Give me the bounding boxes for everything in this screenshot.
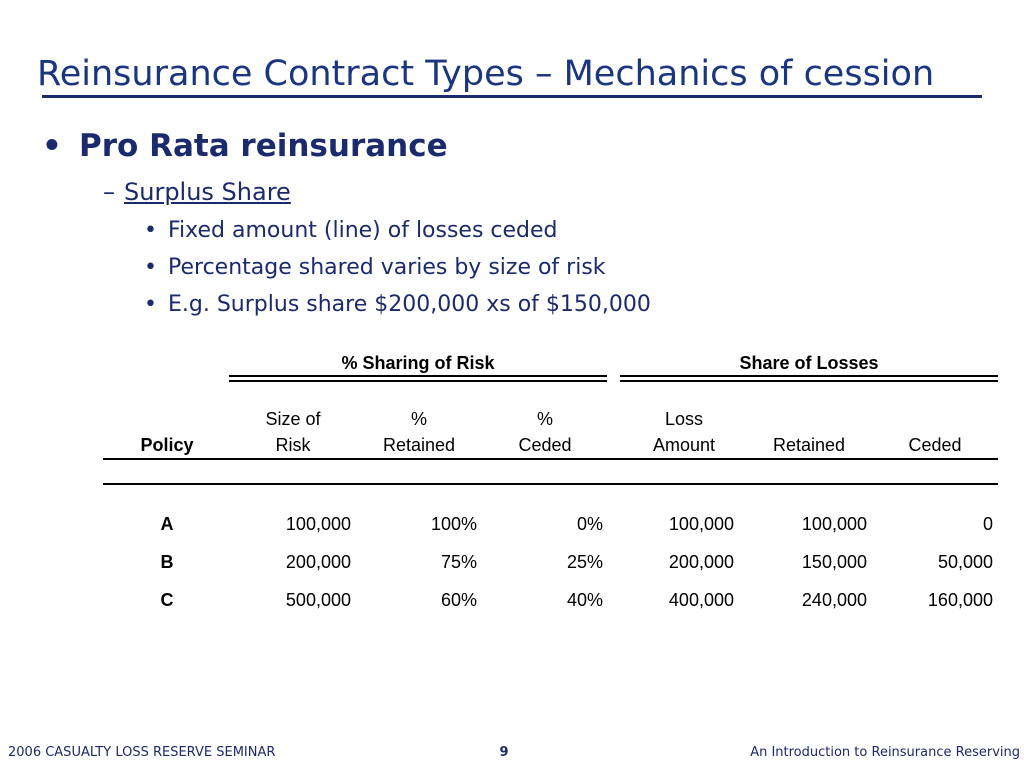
bullet-level1-text: Pro Rata reinsurance bbox=[79, 128, 448, 164]
table-cell: 240,000 bbox=[801, 590, 867, 610]
table-cell: 160,000 bbox=[927, 590, 993, 610]
col-header-policy: Policy bbox=[140, 435, 194, 455]
bullet-dot: • bbox=[144, 292, 157, 317]
table-cell: 100,000 bbox=[668, 514, 734, 534]
col-header-top: % bbox=[410, 409, 427, 429]
footer-right: An Introduction to Reinsurance Reserving bbox=[750, 745, 1020, 760]
table-cell: 0% bbox=[576, 514, 603, 534]
table-cell: 60% bbox=[440, 590, 477, 610]
policy-cell: A bbox=[160, 514, 174, 534]
col-header-top: Loss bbox=[664, 409, 704, 429]
col-header: Amount bbox=[652, 435, 716, 455]
table-cell: 40% bbox=[566, 590, 603, 610]
table-cell: 0 bbox=[982, 514, 993, 534]
col-header: Retained bbox=[772, 435, 846, 455]
col-header: Ceded bbox=[518, 435, 572, 455]
table-cell: 200,000 bbox=[668, 552, 734, 572]
table-cell: 100% bbox=[430, 514, 477, 534]
col-header: Risk bbox=[275, 435, 311, 455]
slide-title: Reinsurance Contract Types – Mechanics o… bbox=[37, 54, 935, 94]
table-cell: 500,000 bbox=[285, 590, 351, 610]
group-rule bbox=[620, 380, 998, 382]
col-header: Ceded bbox=[908, 435, 962, 455]
table-cell: 200,000 bbox=[285, 552, 351, 572]
bullet-dash: – bbox=[103, 178, 115, 206]
col-header-top: % bbox=[536, 409, 553, 429]
bullet-dot: • bbox=[42, 128, 62, 164]
group-rule bbox=[229, 380, 607, 382]
col-header-top: Size of bbox=[265, 409, 321, 429]
table-cell: 50,000 bbox=[937, 552, 993, 572]
bullet-dot: • bbox=[144, 218, 157, 243]
group-header-sharing: % Sharing of Risk bbox=[341, 353, 495, 373]
col-header: Retained bbox=[382, 435, 456, 455]
bullet-level3-text: Percentage shared varies by size of risk bbox=[168, 255, 606, 280]
bullet-dot: • bbox=[144, 255, 157, 280]
group-rule bbox=[620, 375, 998, 377]
group-rule bbox=[229, 375, 607, 377]
footer-left: 2006 CASUALTY LOSS RESERVE SEMINAR bbox=[8, 745, 276, 760]
policy-cell: B bbox=[160, 552, 174, 572]
table-cell: 400,000 bbox=[668, 590, 734, 610]
table-cell: 25% bbox=[566, 552, 603, 572]
table-cell: 75% bbox=[440, 552, 477, 572]
group-header-losses: Share of Losses bbox=[739, 353, 879, 373]
table-cell: 100,000 bbox=[285, 514, 351, 534]
table-cell: 100,000 bbox=[801, 514, 867, 534]
title-underline bbox=[42, 95, 982, 98]
bullet-level3-text: Fixed amount (line) of losses ceded bbox=[168, 218, 558, 243]
header-rule bbox=[103, 458, 998, 460]
bullet-level3-text: E.g. Surplus share $200,000 xs of $150,0… bbox=[168, 292, 651, 317]
header-rule bbox=[103, 483, 998, 485]
page-number: 9 bbox=[499, 745, 509, 760]
policy-cell: C bbox=[160, 590, 174, 610]
bullet-level2-text: Surplus Share bbox=[124, 178, 291, 206]
table-cell: 150,000 bbox=[801, 552, 867, 572]
